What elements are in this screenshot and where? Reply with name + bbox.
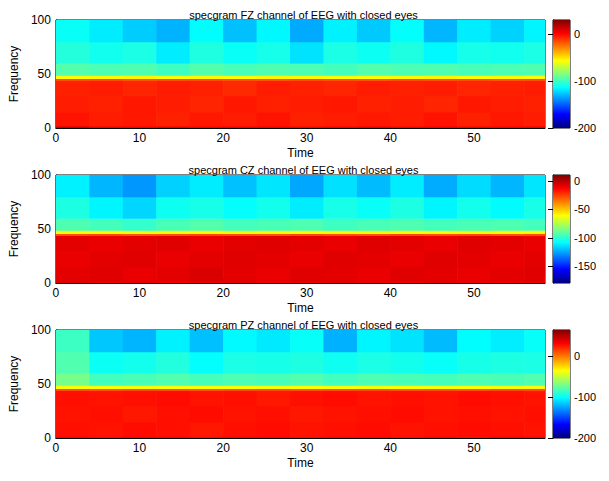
svg-text:0: 0 bbox=[44, 121, 51, 135]
svg-text:Frequency: Frequency bbox=[7, 201, 21, 258]
svg-text:Time: Time bbox=[287, 146, 314, 160]
svg-text:20: 20 bbox=[216, 441, 230, 455]
svg-text:Frequency: Frequency bbox=[7, 356, 21, 413]
svg-text:50: 50 bbox=[467, 131, 481, 145]
svg-text:50: 50 bbox=[467, 286, 481, 300]
svg-text:30: 30 bbox=[300, 131, 314, 145]
svg-text:-200: -200 bbox=[574, 432, 596, 444]
svg-text:10: 10 bbox=[133, 131, 147, 145]
svg-text:0: 0 bbox=[574, 28, 580, 40]
svg-text:-100: -100 bbox=[574, 391, 596, 403]
svg-text:0: 0 bbox=[53, 441, 60, 455]
svg-text:specgram PZ channel of EEG wit: specgram PZ channel of EEG with closed e… bbox=[189, 319, 419, 331]
svg-text:-200: -200 bbox=[574, 122, 596, 134]
svg-text:10: 10 bbox=[133, 441, 147, 455]
svg-text:40: 40 bbox=[384, 441, 398, 455]
svg-text:0: 0 bbox=[53, 286, 60, 300]
svg-text:30: 30 bbox=[300, 441, 314, 455]
svg-text:0: 0 bbox=[44, 431, 51, 445]
svg-text:-150: -150 bbox=[574, 260, 596, 272]
svg-text:40: 40 bbox=[384, 131, 398, 145]
svg-text:0: 0 bbox=[44, 276, 51, 290]
svg-text:specgram CZ channel of EEG wit: specgram CZ channel of EEG with closed e… bbox=[189, 164, 419, 176]
svg-text:50: 50 bbox=[38, 222, 52, 236]
svg-text:40: 40 bbox=[384, 286, 398, 300]
svg-text:0: 0 bbox=[53, 131, 60, 145]
svg-text:0: 0 bbox=[574, 175, 580, 187]
svg-text:50: 50 bbox=[467, 441, 481, 455]
svg-text:100: 100 bbox=[31, 168, 51, 182]
svg-text:20: 20 bbox=[216, 286, 230, 300]
svg-text:-100: -100 bbox=[574, 232, 596, 244]
svg-text:Frequency: Frequency bbox=[7, 46, 21, 103]
svg-text:-50: -50 bbox=[574, 203, 590, 215]
svg-text:-100: -100 bbox=[574, 75, 596, 87]
svg-text:specgram FZ channel of EEG wit: specgram FZ channel of EEG with closed e… bbox=[189, 9, 418, 21]
svg-text:50: 50 bbox=[38, 377, 52, 391]
svg-text:50: 50 bbox=[38, 67, 52, 81]
svg-text:30: 30 bbox=[300, 286, 314, 300]
svg-text:0: 0 bbox=[574, 350, 580, 362]
svg-text:10: 10 bbox=[133, 286, 147, 300]
svg-text:100: 100 bbox=[31, 323, 51, 337]
svg-text:20: 20 bbox=[216, 131, 230, 145]
svg-text:100: 100 bbox=[31, 13, 51, 27]
svg-text:Time: Time bbox=[287, 301, 314, 315]
svg-text:Time: Time bbox=[287, 456, 314, 470]
